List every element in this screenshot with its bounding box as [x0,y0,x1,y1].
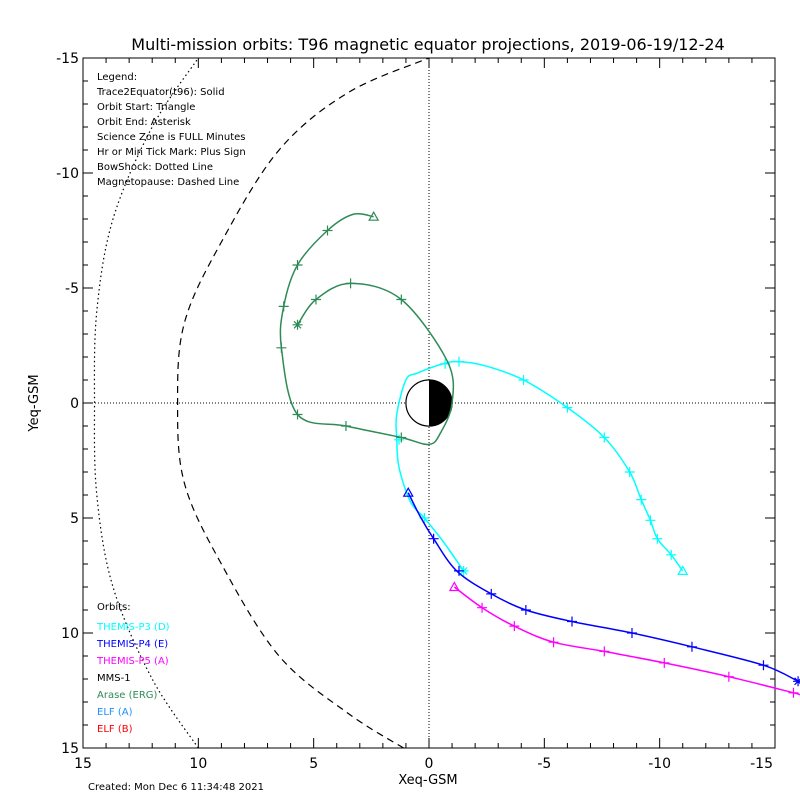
y-tick-label: -5 [65,281,79,297]
tick-mark-plus [396,294,407,305]
x-tick-label: -15 [750,756,773,772]
tick-mark-plus [562,402,573,413]
magnetopause-line [176,58,430,748]
tick-mark-plus [758,660,769,671]
tick-mark-plus [788,687,799,698]
chart-title: Multi-mission orbits: T96 magnetic equat… [131,35,724,54]
earth-nightside [429,379,453,427]
orbit-start-triangle [402,486,414,497]
tick-mark-plus [518,375,529,385]
orbit-line [407,492,799,682]
tick-mark-plus [645,515,656,526]
earth-symbol [405,379,453,427]
tick-mark-plus [567,616,578,627]
tick-mark-plus [520,605,531,615]
tick-mark-plus [659,657,670,668]
y-axis-label: Yeq-GSM [27,374,42,432]
tick-mark-plus [723,671,734,682]
tick-mark-plus [345,278,356,289]
tick-mark-plus [636,494,647,505]
orbit-arase-erg [276,210,455,446]
tick-mark-plus [453,565,464,576]
x-tick-label: 5 [309,756,318,772]
plot-axes: 15 10 5 0 -5 -10 -15 -15 -10 -5 0 5 10 15 [56,51,776,772]
orbits-legend-entry: MMS-1 [97,673,131,684]
tick-mark-plus [340,421,351,431]
tick-mark-plus [486,588,497,599]
tick-mark-plus [626,628,637,638]
y-tick-label: 5 [70,511,79,527]
legend-line: Orbit End: Asterisk [97,117,191,128]
magnetopause-path [176,58,430,748]
tick-mark-plus [453,356,464,367]
orbits-legend-entry: THEMIS-P4 (E) [96,639,168,650]
tick-mark-plus [396,432,407,443]
tick-mark-plus [428,533,439,544]
x-tick-label: -5 [537,756,551,772]
x-tick-label: 10 [189,756,207,772]
orbits-legend-entry: ELF (A) [97,707,133,718]
y-tick-label: -15 [56,51,79,67]
tick-mark-plus [509,621,520,632]
orbits-legend-entry: THEMIS-P5 (A) [96,656,169,667]
orbit-start-triangle [368,210,380,221]
tick-mark-plus [310,294,321,305]
legend-line: Trace2Equator(t96): Solid [96,87,225,98]
legend-line: Legend: [97,72,137,83]
orbits-legend: Orbits: THEMIS-P3 (D) THEMIS-P4 (E) THEMIS… [96,602,170,735]
y-tick-label: -10 [56,166,79,182]
legend-line: Hr or Min Tick Mark: Plus Sign [97,147,246,158]
orbit-end-asterisk [793,676,800,687]
tick-mark-plus [599,646,610,657]
orbits-header: Orbits: [97,602,131,613]
created-timestamp: Created: Mon Dec 6 11:34:48 2021 [88,782,264,793]
orbit-start-triangle [677,565,689,575]
legend-line: BowShock: Dotted Line [97,162,213,173]
y-tick-label: 10 [61,626,79,642]
x-tick-label: 15 [74,756,92,772]
x-tick-label: -10 [648,756,671,772]
tick-mark-plus [599,432,610,443]
orbit-themis-p5-a [448,581,800,698]
tick-mark-plus [548,637,559,648]
tick-mark-plus [652,533,663,544]
orbit-line [453,586,800,696]
y-tick-label: 15 [61,741,79,757]
tick-mark-plus [624,467,635,477]
orbits-legend-entry: Arase (ERG) [97,690,158,701]
orbit-end-asterisk [292,319,303,330]
tick-mark-plus [686,641,697,652]
x-tick-label: 0 [425,756,434,772]
orbit-series [276,210,800,698]
tick-mark-plus [292,409,303,420]
orbit-start-triangle [448,581,460,592]
orbits-legend-entry: ELF (B) [97,724,133,735]
legend-line: Orbit Start: Triangle [97,102,195,113]
tick-mark-plus [278,301,289,312]
legend-line: Magnetopause: Dashed Line [97,177,239,188]
y-tick-label: 0 [70,396,79,412]
legend-line: Science Zone is FULL Minutes [97,132,246,143]
legend-block: Legend: Trace2Equator(t96): Solid Orbit St… [96,72,246,188]
tick-mark-plus [292,260,303,270]
tick-mark-plus [276,342,287,353]
tick-mark-plus [477,602,488,613]
tick-mark-plus [666,549,677,560]
x-axis-label: Xeq-GSM [398,773,457,788]
orbits-legend-entry: THEMIS-P3 (D) [96,622,170,633]
orbit-themis-p4-e [402,486,800,687]
tick-mark-plus [322,225,333,236]
